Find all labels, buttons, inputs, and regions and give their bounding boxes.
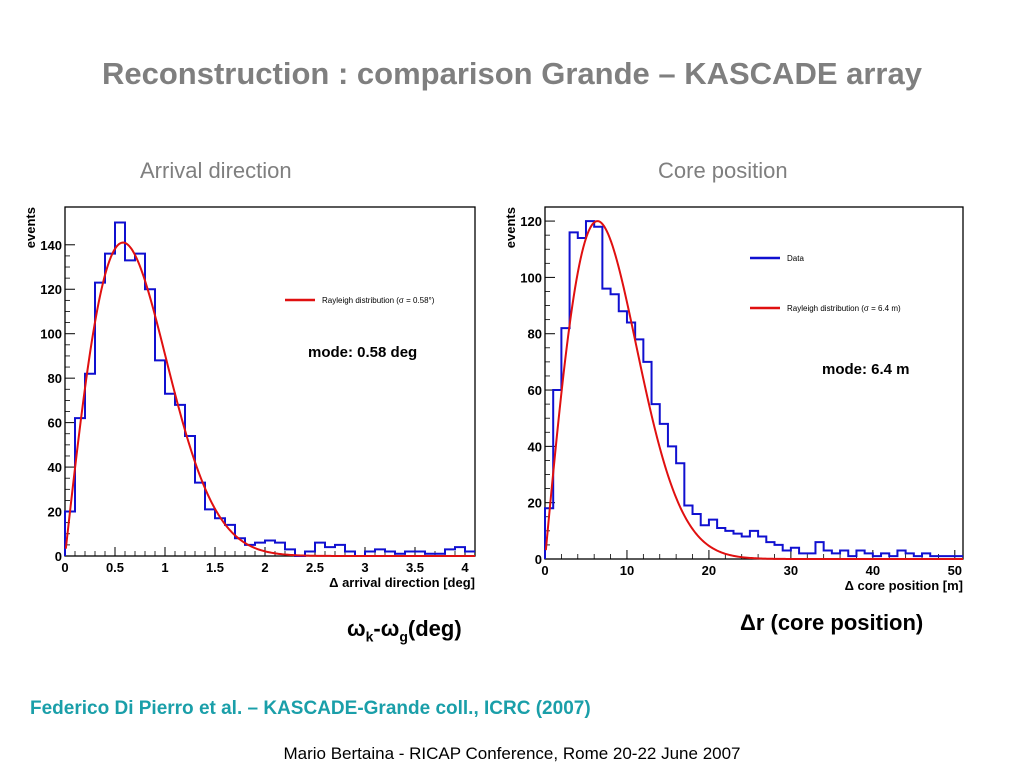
right-y-axis-label: events [503,207,518,248]
left-y-tick-label: 120 [40,282,62,297]
left-y-tick-label: 0 [55,549,62,564]
right-chart-caption: Δr (core position) [740,610,924,635]
left-x-tick-label: 2.5 [306,560,324,575]
right-legend-label: Data [787,254,804,263]
left-y-tick-label: 40 [48,460,62,475]
left-x-tick-label: 2 [261,560,268,575]
right-x-tick-label: 30 [784,563,798,578]
left-x-tick-label: 0 [61,560,68,575]
right-y-tick-label: 60 [528,383,542,398]
citation: Federico Di Pierro et al. – KASCADE-Gran… [30,698,591,719]
footer: Mario Bertaina - RICAP Conference, Rome … [283,744,741,763]
slide-title: Reconstruction : comparison Grande – KAS… [102,56,922,91]
right-x-tick-label: 40 [866,563,880,578]
left-x-tick-label: 0.5 [106,560,124,575]
right-y-tick-label: 120 [520,214,542,229]
left-chart-caption: ωk-ωg(deg) [347,616,462,645]
left-y-tick-label: 80 [48,371,62,386]
left-plot-frame [64,206,476,557]
right-rayleigh-fit-curve [544,220,963,560]
right-x-tick-label: 20 [702,563,716,578]
left-mode-annotation: mode: 0.58 deg [308,344,417,361]
right-y-tick-label: 80 [528,327,542,342]
left-x-axis-label: Δ arrival direction [deg] [329,575,475,590]
left-x-tick-label: 3.5 [406,560,424,575]
right-legend-label: Rayleigh distribution (σ = 6.4 m) [787,304,901,313]
right-y-tick-label: 100 [520,270,542,285]
left-y-tick-label: 100 [40,327,62,342]
left-x-tick-label: 3 [361,560,368,575]
left-x-tick-label: 1.5 [206,560,224,575]
right-plot-frame [544,206,964,560]
right-y-tick-label: 0 [535,552,542,567]
left-x-tick-label: 4 [461,560,469,575]
left-y-tick-label: 140 [40,238,62,253]
left-data-histogram [64,221,475,557]
left-legend-label: Rayleigh distribution (σ = 0.58°) [322,296,435,305]
right-y-tick-label: 40 [528,439,542,454]
right-chart-subtitle: Core position [658,158,788,183]
right-chart: 0 10 20 30 40 50 0 20 40 60 80 100 120 Δ core positio… [503,206,964,593]
left-y-axis-label: events [23,207,38,248]
right-mode-annotation: mode: 6.4 m [822,361,910,378]
left-chart-subtitle: Arrival direction [140,158,292,183]
left-y-tick-label: 20 [48,505,62,520]
right-x-axis-label: Δ core position [m] [845,578,963,593]
right-x-tick-label: 50 [948,563,962,578]
right-data-histogram [544,220,963,559]
right-x-tick-label: 0 [541,563,548,578]
left-y-tick-label: 60 [48,416,62,431]
left-rayleigh-fit-curve [64,241,475,557]
left-x-tick-label: 1 [161,560,168,575]
right-x-tick-label: 10 [620,563,634,578]
right-y-tick-label: 20 [528,496,542,511]
